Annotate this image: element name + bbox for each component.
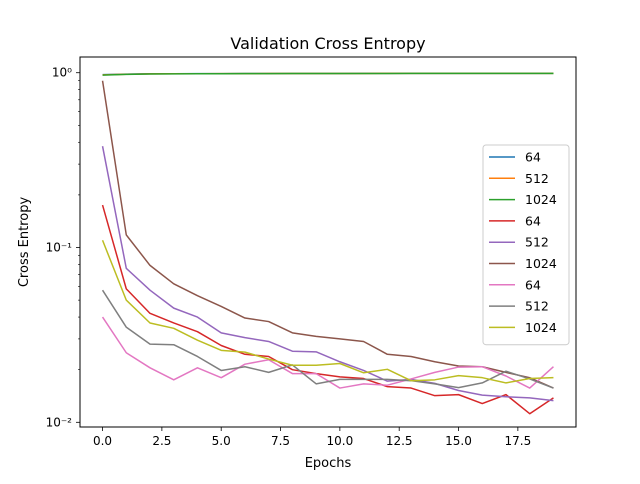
- legend-label: 64: [525, 213, 541, 228]
- x-tick-label: 5.0: [212, 434, 231, 448]
- series-line-3: [102, 72, 554, 76]
- chart-title: Validation Cross Entropy: [230, 34, 425, 53]
- legend-label: 512: [525, 235, 549, 250]
- x-tick-label: 0.0: [93, 434, 112, 448]
- series-line-4: [101, 204, 554, 415]
- series-line-7: [101, 316, 554, 389]
- axis-ticks: 0.0 2.5 5.0 7.5 10.0 12.5 15.0 17.5 10⁻² 10⁻¹ 10⁰: [46, 66, 532, 448]
- x-tick-label: 17.5: [504, 434, 531, 448]
- x-tick-label: 10.0: [327, 434, 354, 448]
- legend-box: [482, 144, 570, 346]
- series-line-9: [101, 239, 554, 384]
- legend: 64 512 1024 64 512 1024 64 512 1024: [482, 144, 570, 346]
- x-axis-label: Epochs: [305, 456, 352, 471]
- x-tick-label: 15.0: [445, 434, 472, 448]
- x-tick-label: 7.5: [271, 434, 290, 448]
- legend-label: 64: [525, 277, 541, 292]
- legend-label: 1024: [525, 256, 557, 271]
- plot-frame: [79, 56, 577, 428]
- y-tick-label: 10⁻²: [46, 415, 73, 429]
- y-tick-label: 10⁻¹: [46, 241, 73, 255]
- legend-label: 512: [525, 171, 549, 186]
- x-tick-label: 2.5: [152, 434, 171, 448]
- legend-label: 1024: [525, 192, 557, 207]
- legend-label: 64: [525, 150, 541, 165]
- series-line-5: [101, 146, 554, 402]
- series-line-8: [101, 289, 554, 389]
- x-tick-label: 12.5: [386, 434, 413, 448]
- legend-label: 512: [525, 299, 549, 314]
- y-axis-label: Cross Entropy: [17, 197, 32, 288]
- legend-label: 1024: [525, 320, 557, 335]
- plot-lines: [101, 72, 554, 415]
- y-tick-label: 10⁰: [52, 66, 72, 80]
